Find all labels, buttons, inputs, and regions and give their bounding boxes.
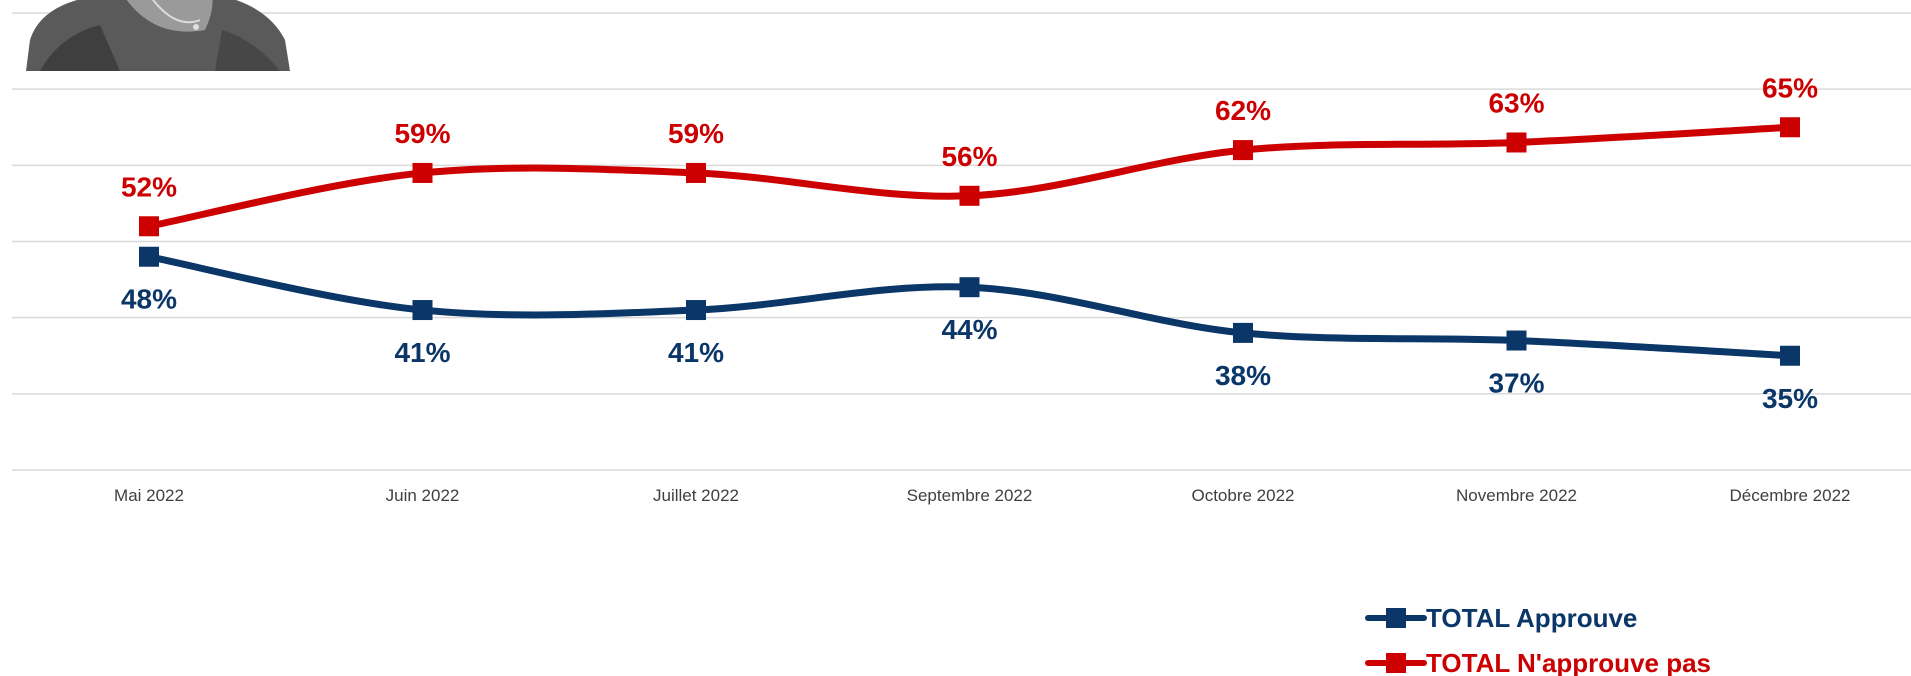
x-tick-label: Décembre 2022 [1730, 486, 1851, 505]
data-label: 37% [1488, 368, 1544, 399]
data-point-marker [412, 162, 433, 183]
portrait-photo-icon [26, 0, 290, 71]
data-point-marker [686, 162, 706, 183]
x-tick-label: Novembre 2022 [1456, 486, 1577, 505]
data-point-marker [1506, 132, 1527, 153]
data-label: 59% [668, 118, 724, 149]
x-tick-label: Juillet 2022 [653, 486, 739, 505]
data-point-marker [1780, 117, 1800, 138]
data-label: 63% [1488, 87, 1544, 118]
x-tick-label: Mai 2022 [114, 486, 184, 505]
data-point-marker [412, 300, 433, 321]
legend-label: TOTAL Approuve [1426, 603, 1637, 633]
data-label: 56% [941, 141, 997, 172]
data-point-marker [139, 216, 159, 237]
series-layer [139, 117, 1800, 366]
data-point-marker [686, 300, 706, 321]
legend-marker-square [1386, 608, 1406, 628]
data-label: 41% [394, 337, 450, 368]
data-point-marker [1506, 330, 1527, 351]
x-tick-label: Juin 2022 [386, 486, 460, 505]
x-tick-label: Octobre 2022 [1191, 486, 1294, 505]
data-labels: 48% 41% 41% 44% 38% 37% 35% 52% 59% 59% 56% 62% 63% 6… [121, 72, 1818, 414]
legend-item-approuve: TOTAL Approuve [1365, 603, 1637, 633]
data-label: 38% [1215, 360, 1271, 391]
legend-marker-square [1386, 653, 1406, 673]
data-point-marker [1233, 140, 1253, 161]
legend: TOTAL Approuve TOTAL N'approuve pas [1365, 603, 1711, 676]
data-label: 35% [1762, 383, 1818, 414]
data-label: 62% [1215, 95, 1271, 126]
data-label: 65% [1762, 72, 1818, 103]
data-point-marker [959, 185, 980, 206]
data-label: 41% [668, 337, 724, 368]
data-point-marker [139, 246, 159, 267]
gridlines [12, 12, 1911, 471]
x-axis-tick-labels: Mai 2022 Juin 2022 Juillet 2022 Septembre 2… [114, 486, 1850, 505]
x-tick-label: Septembre 2022 [907, 486, 1033, 505]
legend-label: TOTAL N'approuve pas [1426, 648, 1711, 676]
data-label: 52% [121, 171, 177, 202]
legend-item-napprouve-pas: TOTAL N'approuve pas [1365, 648, 1711, 676]
data-label: 44% [941, 314, 997, 345]
data-point-marker [1233, 322, 1253, 343]
data-point-marker [1780, 345, 1800, 366]
data-point-marker [959, 277, 980, 298]
data-label: 48% [121, 284, 177, 315]
data-label: 59% [394, 118, 450, 149]
